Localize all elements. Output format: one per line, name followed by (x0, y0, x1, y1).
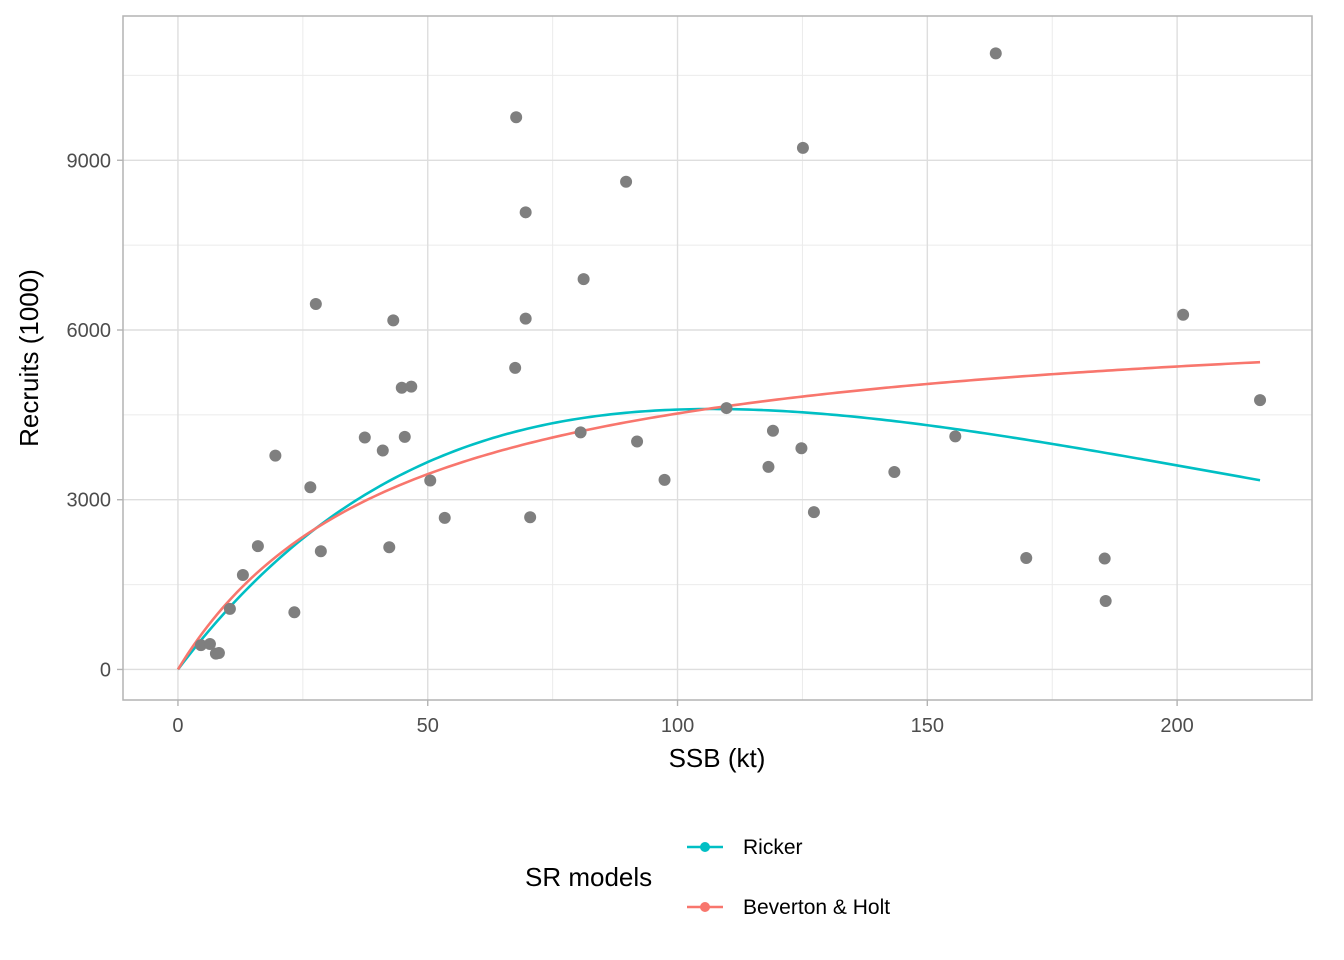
y-axis-title: Recruits (1000) (14, 269, 44, 447)
model-curves (176, 360, 1261, 671)
data-point (314, 545, 327, 558)
data-point (304, 481, 317, 494)
data-point (796, 141, 809, 154)
data-point (236, 568, 249, 581)
data-point (509, 361, 522, 374)
data-point (1098, 552, 1111, 565)
data-point (358, 431, 371, 444)
data-point (438, 511, 451, 524)
data-point (383, 541, 396, 554)
data-point (577, 273, 590, 286)
data-point (519, 312, 532, 325)
data-point (194, 639, 207, 652)
y-tick-label: 6000 (67, 320, 112, 342)
data-point (395, 381, 408, 394)
data-point (288, 606, 301, 619)
data-point (795, 442, 808, 455)
plot-panel (123, 16, 1312, 700)
data-point (658, 473, 671, 486)
data-point (1099, 594, 1112, 607)
data-point (1254, 394, 1267, 407)
x-axis-title: SSB (kt) (669, 743, 766, 773)
x-tick-label: 100 (661, 715, 694, 737)
legend-entry-ricker: Ricker (687, 836, 803, 859)
minor-gridlines (123, 16, 1312, 700)
data-point (989, 47, 1002, 60)
data-point (212, 647, 225, 660)
x-tick-label: 200 (1160, 715, 1193, 737)
x-axis-ticks: 0 50 100 150 200 (172, 700, 1194, 737)
data-point (949, 430, 962, 443)
y-tick-label: 3000 (67, 490, 112, 512)
legend-title: SR models (525, 862, 652, 892)
data-point (387, 314, 400, 327)
legend: SR models Ricker Beverton & Holt (525, 836, 890, 919)
data-point (1177, 308, 1190, 321)
y-tick-label: 9000 (67, 150, 112, 172)
data-point (405, 380, 418, 393)
plot-panel-border (122, 15, 1313, 701)
legend-key-dot-beverton-holt (700, 902, 710, 912)
y-axis-ticks: 0 3000 6000 9000 (67, 150, 123, 681)
curve-beverton-holt (176, 360, 1261, 671)
observation-points (194, 47, 1267, 660)
legend-label-beverton-holt: Beverton & Holt (743, 896, 890, 919)
legend-label-ricker: Ricker (743, 836, 803, 859)
legend-entry-beverton-holt: Beverton & Holt (687, 896, 890, 919)
data-point (269, 449, 282, 462)
data-point (574, 426, 587, 439)
data-point (807, 506, 820, 519)
x-tick-label: 0 (172, 715, 183, 737)
data-point (766, 424, 779, 437)
data-point (203, 637, 216, 650)
data-point (519, 206, 532, 219)
data-point (223, 602, 236, 615)
data-point (398, 430, 411, 443)
data-point (424, 474, 437, 487)
data-point (309, 297, 322, 310)
x-tick-label: 50 (417, 715, 439, 737)
x-tick-label: 150 (911, 715, 944, 737)
data-point (524, 511, 537, 524)
data-point (510, 111, 523, 124)
data-point (631, 435, 644, 448)
data-point (376, 444, 389, 457)
data-point (762, 460, 775, 473)
data-point (888, 466, 901, 478)
data-point (620, 175, 633, 188)
major-gridlines (123, 16, 1312, 700)
data-point (251, 540, 264, 553)
data-point (1020, 551, 1033, 564)
legend-key-dot-ricker (700, 842, 710, 852)
y-tick-label: 0 (100, 659, 111, 681)
curve-ricker (176, 407, 1261, 671)
data-point (720, 402, 733, 415)
